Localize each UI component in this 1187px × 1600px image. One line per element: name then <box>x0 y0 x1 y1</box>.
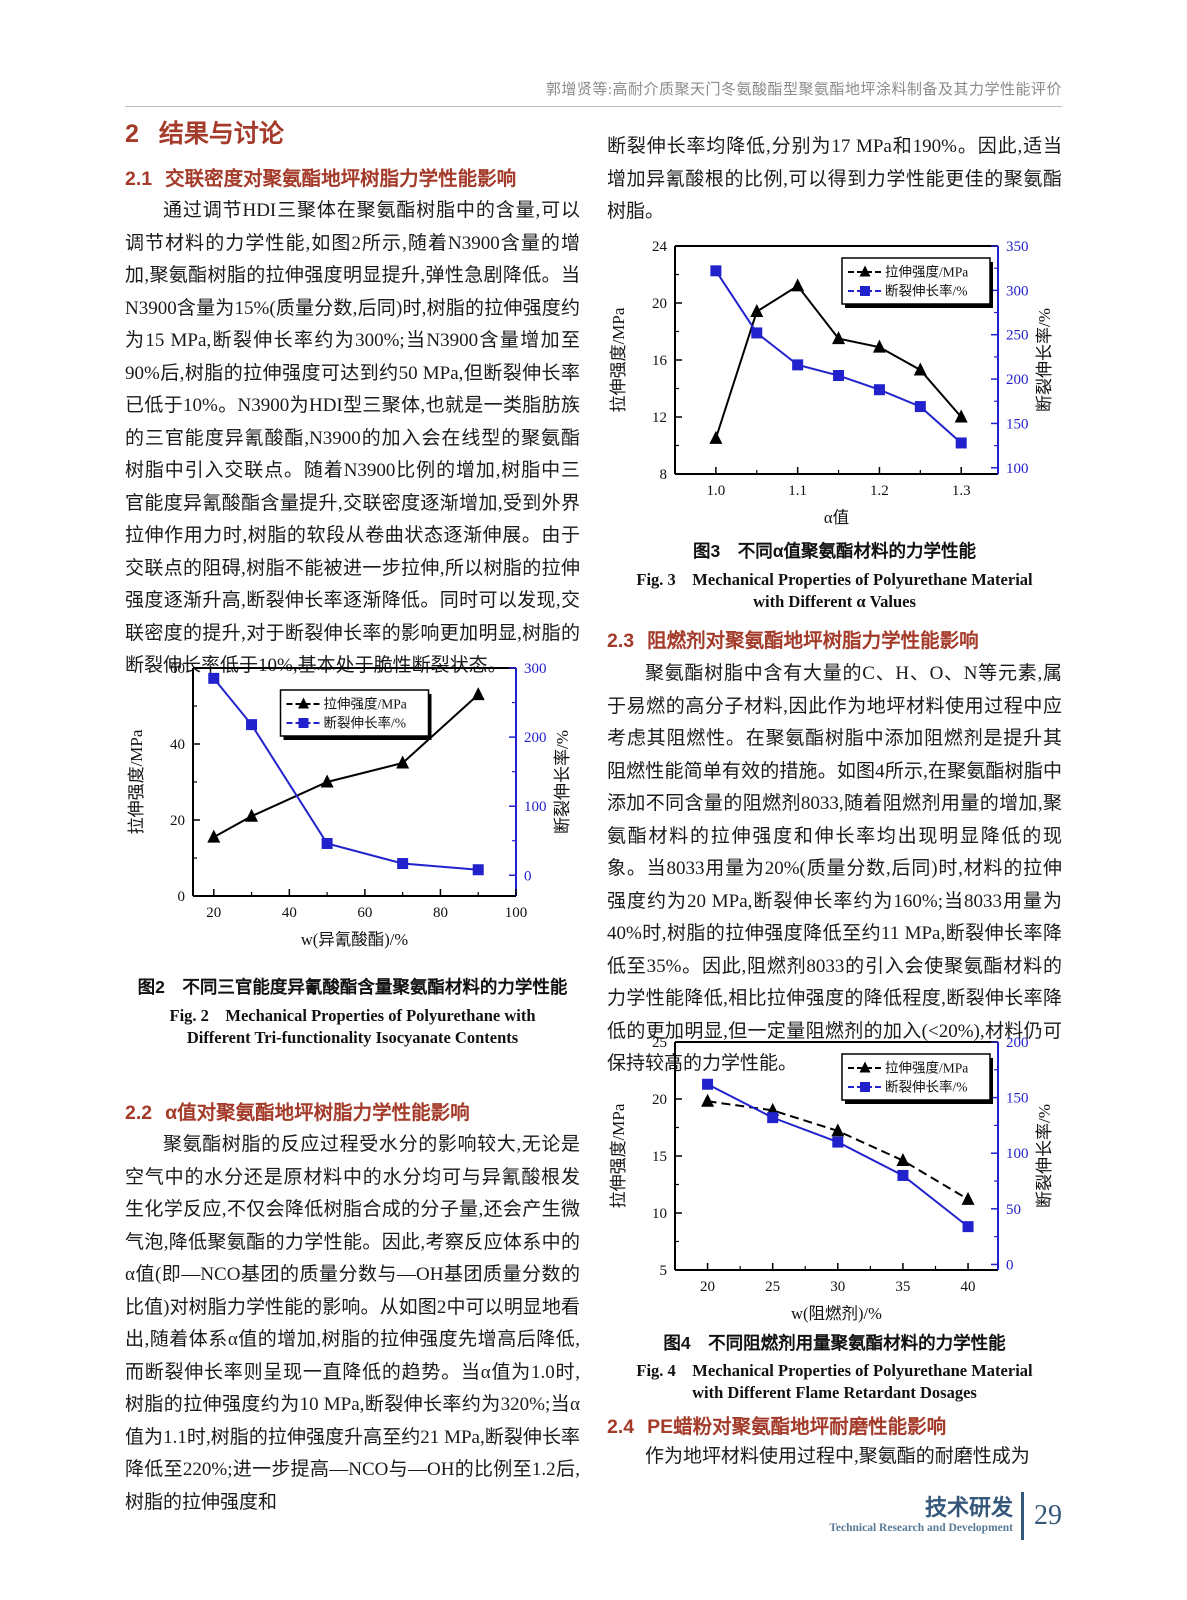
svg-text:断裂伸长率/%: 断裂伸长率/% <box>1035 308 1054 412</box>
svg-text:20: 20 <box>652 296 667 312</box>
svg-text:350: 350 <box>1006 239 1029 255</box>
figure-4-caption-en-line1: Fig. 4 Mechanical Properties of Polyuret… <box>636 1361 1033 1380</box>
figure-3-caption-cn: 图3 不同α值聚氨酯材料的力学性能 <box>693 541 976 561</box>
svg-text:20: 20 <box>170 813 185 829</box>
page-footer: 技术研发 Technical Research and Development … <box>829 1492 1062 1540</box>
figure-2-caption-en-line1: Fig. 2 Mechanical Properties of Polyuret… <box>169 1006 536 1025</box>
figure-3-caption-en-line2: with Different α Values <box>753 592 916 611</box>
svg-text:20: 20 <box>206 905 221 921</box>
svg-text:30: 30 <box>830 1279 845 1295</box>
footer-section: 技术研发 Technical Research and Development <box>829 1496 1013 1536</box>
section-2-1-heading: 2.1 交联密度对聚氨酯地坪树脂力学性能影响 <box>125 162 580 191</box>
section-2-4-paragraph: 作为地坪材料使用过程中,聚氨酯的耐磨性成为 <box>645 1446 1030 1467</box>
header-rule <box>125 106 1062 107</box>
svg-text:40: 40 <box>170 737 185 753</box>
svg-text:断裂伸长率/%: 断裂伸长率/% <box>885 283 968 299</box>
section-2-1-number: 2.1 <box>125 168 153 190</box>
svg-text:24: 24 <box>652 239 668 255</box>
svg-text:w(异氰酸酯)/%: w(异氰酸酯)/% <box>301 930 408 949</box>
svg-text:0: 0 <box>178 889 186 905</box>
svg-text:1.0: 1.0 <box>707 483 726 499</box>
section-2-1-paragraph: 通过调节HDI三聚体在聚氨酯树脂中的含量,可以调节材料的力学性能,如图2所示,随… <box>125 200 580 676</box>
svg-text:300: 300 <box>1006 283 1029 299</box>
section-2-4-heading: 2.4 PE蜡粉对聚氨酯地坪耐磨性能影响 <box>607 1410 1062 1439</box>
section-2-3-number: 2.3 <box>607 630 635 652</box>
svg-text:拉伸强度/MPa: 拉伸强度/MPa <box>609 307 628 412</box>
svg-text:40: 40 <box>961 1279 976 1295</box>
svg-text:35: 35 <box>895 1279 910 1295</box>
svg-text:12: 12 <box>652 410 667 426</box>
svg-text:250: 250 <box>1006 328 1029 344</box>
svg-text:100: 100 <box>524 799 547 815</box>
svg-text:150: 150 <box>1006 416 1029 432</box>
svg-text:10: 10 <box>652 1206 667 1222</box>
footer-divider <box>1021 1492 1024 1540</box>
svg-text:80: 80 <box>433 905 448 921</box>
section-2-3-paragraph: 聚氨酯树脂中含有大量的C、H、O、N等元素,属于易燃的高分子材料,因此作为地坪材… <box>607 663 1062 1074</box>
svg-text:300: 300 <box>524 661 547 677</box>
svg-text:100: 100 <box>1006 461 1029 477</box>
svg-text:1.1: 1.1 <box>788 483 807 499</box>
svg-text:200: 200 <box>1006 1035 1029 1051</box>
section-2-2-number: 2.2 <box>125 1102 153 1124</box>
svg-text:断裂伸长率/%: 断裂伸长率/% <box>885 1079 968 1095</box>
figure-2-chart: 0 20 40 60 0 100 200 300 20 40 60 80 100 拉伸强度/MPa 断裂伸长… <box>127 661 572 949</box>
svg-text:拉伸强度/MPa: 拉伸强度/MPa <box>885 1061 968 1076</box>
figure-2-caption-cn: 图2 不同三官能度异氰酸酯含量聚氨酯材料的力学性能 <box>137 977 568 997</box>
figure-4-caption-cn: 图4 不同阻燃剂用量聚氨酯材料的力学性能 <box>663 1333 1006 1353</box>
figure-3-caption-en-line1: Fig. 3 Mechanical Properties of Polyuret… <box>636 570 1033 589</box>
svg-text:50: 50 <box>1006 1202 1021 1218</box>
section-2-2-title: α值对聚氨酯地坪树脂力学性能影响 <box>165 1102 470 1124</box>
continuation-paragraph: 断裂伸长率均降低,分别为17 MPa和190%。因此,适当增加异氰酸根的比例,可… <box>607 136 1062 222</box>
svg-text:拉伸强度/MPa: 拉伸强度/MPa <box>609 1103 628 1208</box>
figure-2-caption-en-line2: Different Tri-functionality Isocyanate C… <box>186 1028 519 1047</box>
svg-text:1.2: 1.2 <box>870 483 889 499</box>
running-title: 郭增贤等:高耐介质聚天门冬氨酸酯型聚氨酯地坪涂料制备及其力学性能评价 <box>545 82 1062 98</box>
svg-text:拉伸强度/MPa: 拉伸强度/MPa <box>885 265 968 280</box>
section-2-2-paragraph: 聚氨酯树脂的反应过程受水分的影响较大,无论是空气中的水分还是原材料中的水分均可与… <box>125 1134 580 1513</box>
svg-text:150: 150 <box>1006 1091 1029 1107</box>
section-2-4-title: PE蜡粉对聚氨酯地坪耐磨性能影响 <box>647 1416 947 1438</box>
section-2-title: 结果与讨论 <box>158 120 284 148</box>
figure-4-chart: 5 10 15 20 25 0 50 100 150 200 20 25 30 35 40 拉伸强度/MPa 断… <box>609 1035 1054 1323</box>
section-2-4-number: 2.4 <box>607 1416 635 1438</box>
svg-text:断裂伸长率/%: 断裂伸长率/% <box>1035 1104 1054 1208</box>
section-2-3-title: 阻燃剂对聚氨酯地坪树脂力学性能影响 <box>647 630 979 652</box>
svg-text:200: 200 <box>524 730 547 746</box>
section-2-heading: 2 结果与讨论 <box>125 114 580 150</box>
svg-text:拉伸强度/MPa: 拉伸强度/MPa <box>324 697 407 712</box>
svg-text:40: 40 <box>282 905 297 921</box>
page-number: 29 <box>1034 1500 1062 1531</box>
svg-text:15: 15 <box>652 1149 667 1165</box>
svg-text:w(阻燃剂)/%: w(阻燃剂)/% <box>791 1304 882 1323</box>
svg-text:0: 0 <box>524 868 532 884</box>
section-2-3-heading: 2.3 阻燃剂对聚氨酯地坪树脂力学性能影响 <box>607 624 1062 653</box>
section-2-number: 2 <box>125 120 139 148</box>
svg-text:断裂伸长率/%: 断裂伸长率/% <box>324 715 407 731</box>
svg-text:5: 5 <box>660 1263 668 1279</box>
svg-text:拉伸强度/MPa: 拉伸强度/MPa <box>127 729 146 834</box>
svg-text:60: 60 <box>357 905 372 921</box>
figure-3-chart: 8 12 16 20 24 100 150 200 250 300 350 1.0 1.1 1.2 1.3 拉… <box>609 239 1054 527</box>
svg-text:α值: α值 <box>824 508 849 527</box>
svg-text:16: 16 <box>652 353 668 369</box>
svg-text:20: 20 <box>700 1279 715 1295</box>
footer-section-en: Technical Research and Development <box>829 1522 1013 1534</box>
svg-text:25: 25 <box>765 1279 780 1295</box>
svg-text:200: 200 <box>1006 372 1029 388</box>
svg-text:断裂伸长率/%: 断裂伸长率/% <box>553 730 572 834</box>
svg-text:25: 25 <box>652 1035 667 1051</box>
section-2-2-heading: 2.2 α值对聚氨酯地坪树脂力学性能影响 <box>125 1096 580 1125</box>
footer-section-cn: 技术研发 <box>924 1495 1013 1520</box>
svg-text:20: 20 <box>652 1092 667 1108</box>
section-2-1-title: 交联密度对聚氨酯地坪树脂力学性能影响 <box>165 168 517 190</box>
svg-text:60: 60 <box>170 661 185 677</box>
svg-text:1.3: 1.3 <box>952 483 971 499</box>
svg-text:100: 100 <box>505 905 528 921</box>
svg-text:0: 0 <box>1006 1257 1014 1273</box>
figure-4-caption-en-line2: with Different Flame Retardant Dosages <box>692 1383 977 1402</box>
svg-text:8: 8 <box>660 467 668 483</box>
svg-text:100: 100 <box>1006 1146 1029 1162</box>
